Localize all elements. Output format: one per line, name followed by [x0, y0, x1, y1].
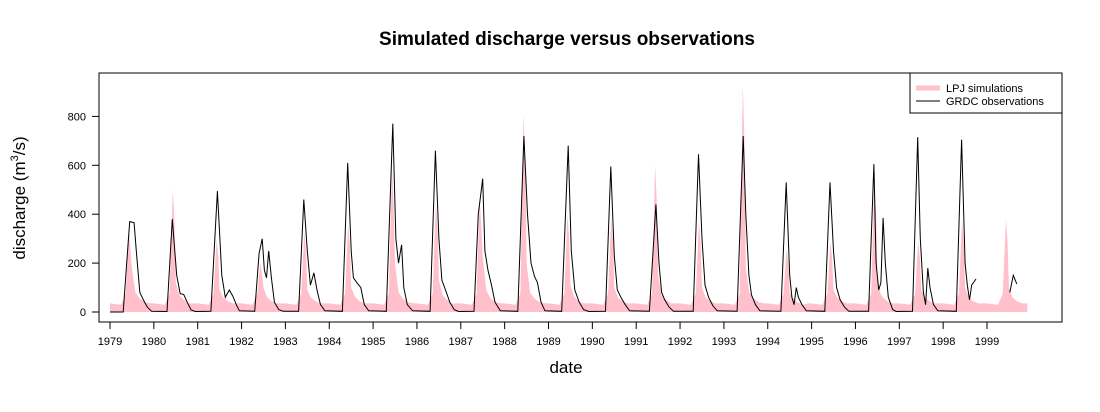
x-tick-label: 1987 [449, 336, 473, 348]
x-tick-label: 1998 [931, 336, 955, 348]
legend-label-lpj: LPJ simulations [946, 83, 1024, 95]
x-tick-label: 1992 [668, 336, 692, 348]
y-tick-label: 400 [68, 209, 86, 221]
legend-box [909, 72, 1063, 114]
chart-title: Simulated discharge versus observations [379, 29, 755, 50]
y-tick-label: 200 [68, 258, 86, 270]
x-tick-label: 1995 [799, 336, 823, 348]
x-tick-label: 1982 [229, 336, 253, 348]
y-tick-label: 800 [68, 111, 86, 123]
legend-label-grdc: GRDC observations [946, 96, 1044, 108]
x-tick-label: 1983 [273, 336, 297, 348]
x-axis: 1979 1980 1981 1982 1983 1984 1985 1986 1987 1988… [98, 321, 999, 348]
x-axis-title: date [549, 358, 582, 377]
chart-legend: LPJ simulations GRDC observations [909, 72, 1063, 114]
lpj-simulation-series [110, 84, 1028, 312]
x-tick-label: 1993 [712, 336, 736, 348]
y-tick-label: 0 [80, 307, 86, 319]
x-tick-label: 1979 [98, 336, 122, 348]
grdc-observations-series [110, 123, 977, 313]
x-tick-label: 1988 [492, 336, 516, 348]
grdc-observation-line [110, 123, 1018, 313]
x-tick-label: 1985 [361, 336, 385, 348]
x-tick-label: 1990 [580, 336, 604, 348]
x-tick-label: 1986 [405, 336, 429, 348]
x-tick-label: 1984 [317, 336, 341, 348]
x-tick-label: 1980 [142, 336, 166, 348]
x-tick-label: 1999 [975, 336, 999, 348]
y-axis-title: discharge (m3/s) [9, 136, 29, 259]
y-tick-label: 600 [68, 160, 86, 172]
y-axis: 0 200 400 600 800 [68, 111, 100, 319]
x-tick-label: 1991 [624, 336, 648, 348]
x-tick-label: 1994 [756, 336, 780, 348]
lpj-simulation-area [110, 84, 1028, 312]
grdc-observations-series-tail [1009, 273, 1018, 293]
x-tick-label: 1996 [843, 336, 867, 348]
x-tick-label: 1997 [887, 336, 911, 348]
x-tick-label: 1981 [185, 336, 209, 348]
x-tick-label: 1989 [536, 336, 560, 348]
